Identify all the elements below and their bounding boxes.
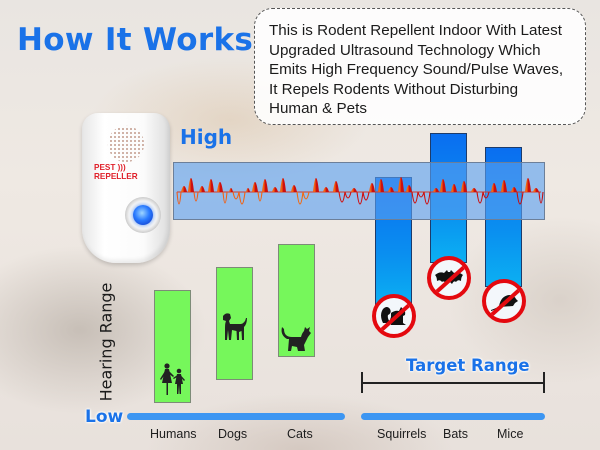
brand-line-1: PEST — [94, 163, 116, 172]
device-brand: PEST ))) REPELLER — [94, 163, 138, 181]
no-squirrel-icon — [372, 294, 416, 338]
label-humans: Humans — [150, 427, 197, 441]
target-range-bracket — [361, 382, 545, 384]
bracket-tick-right — [543, 372, 545, 393]
blue-led-icon — [133, 205, 153, 225]
pest-repeller-device-image: PEST ))) REPELLER — [82, 113, 170, 263]
label-cats: Cats — [287, 427, 313, 441]
brand-line-2: REPELLER — [94, 172, 138, 181]
bracket-tick-left — [361, 372, 363, 393]
no-bat-icon — [427, 256, 471, 300]
led-ring — [125, 197, 161, 233]
callout-line: Upgraded Ultrasound Technology Which — [269, 41, 541, 59]
low-label: Low — [85, 407, 124, 427]
axis-bar-unaffected — [127, 413, 345, 420]
signal-wave-icon: ))) — [115, 163, 126, 172]
label-mice: Mice — [497, 427, 524, 441]
target-range-label: Target Range — [406, 356, 530, 375]
sound-wave-icon — [176, 177, 544, 205]
label-dogs: Dogs — [218, 427, 248, 441]
people-icon — [160, 363, 185, 395]
callout-line: It Repels Rodents Without Disturbing — [269, 80, 519, 98]
callout-line: This is Rodent Repellent Indoor With Lat… — [269, 22, 562, 39]
no-mouse-icon — [482, 279, 526, 323]
speaker-grille-icon — [105, 123, 147, 165]
bar-cats — [278, 244, 315, 357]
bar-humans — [154, 290, 191, 403]
dog-icon — [223, 313, 247, 340]
high-label: High — [180, 125, 233, 149]
description-callout: This is Rodent Repellent Indoor With Lat… — [254, 8, 586, 125]
callout-line: Emits High Frequency Sound/Pulse Waves, — [269, 61, 564, 79]
cat-icon — [281, 327, 311, 351]
ultrasound-frequency-band — [173, 162, 545, 220]
axis-bar-targets — [361, 413, 545, 420]
callout-line: Human & Pets — [269, 100, 367, 118]
y-axis-label: Hearing Range — [96, 282, 116, 402]
label-squirrels: Squirrels — [377, 427, 427, 441]
label-bats: Bats — [443, 427, 469, 441]
page-title: How It Works — [17, 22, 254, 58]
bar-dogs — [216, 267, 253, 380]
